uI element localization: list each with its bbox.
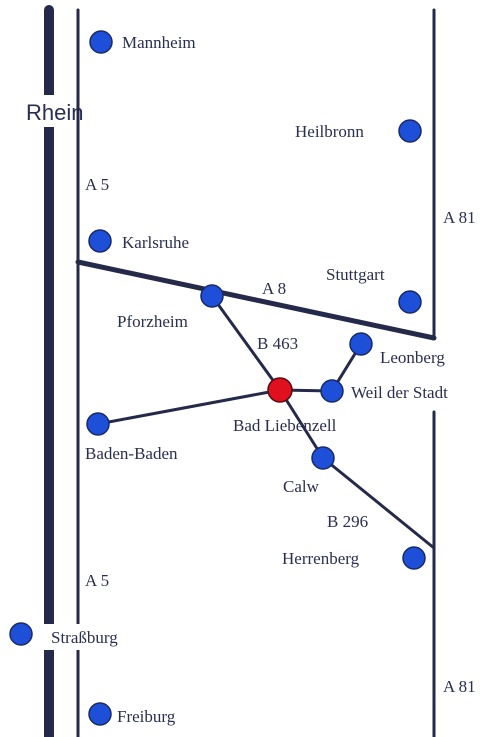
leonberg-marker [349, 332, 373, 356]
strassburg-label-bg [44, 624, 146, 650]
b463-road [210, 294, 282, 392]
weil-der-stadt-label: Weil der Stadt [351, 383, 448, 402]
bad-liebenzell-label: Bad Liebenzell [233, 416, 337, 435]
a5-south-label: A 5 [85, 571, 109, 590]
herrenberg-marker [402, 546, 426, 570]
strassburg-label: Straßburg [51, 628, 118, 647]
a8-road [75, 259, 437, 341]
heilbronn-label: Heilbronn [295, 122, 364, 141]
pforzheim-marker [200, 284, 224, 308]
calw-marker [311, 446, 335, 470]
stuttgart-marker [398, 290, 422, 314]
baden-baden-road [96, 388, 282, 426]
karlsruhe-marker [88, 229, 112, 253]
bad-liebenzell-marker [267, 377, 293, 403]
leonberg-label: Leonberg [380, 348, 445, 367]
river-label-bg [22, 95, 78, 127]
herrenberg-label: Herrenberg [282, 549, 360, 568]
baden-baden-label: Baden-Baden [85, 444, 178, 463]
karlsruhe-label: Karlsruhe [122, 233, 189, 252]
b296-road [321, 456, 436, 550]
baden-baden-marker [86, 412, 110, 436]
a81-north-label: A 81 [443, 208, 476, 227]
calw-label: Calw [283, 477, 320, 496]
freiburg-marker [88, 702, 112, 726]
strassburg-marker [9, 622, 33, 646]
stuttgart-label: Stuttgart [326, 265, 385, 284]
b463-label: B 463 [257, 334, 298, 353]
weil-der-stadt-marker [320, 379, 344, 403]
calw-road [278, 388, 325, 460]
mannheim-label: Mannheim [122, 33, 196, 52]
mannheim-marker [89, 30, 113, 54]
a81-south-label: A 81 [443, 677, 476, 696]
heilbronn-marker [398, 119, 422, 143]
b296-label: B 296 [327, 512, 368, 531]
pforzheim-label: Pforzheim [117, 312, 188, 331]
river-label: Rhein [26, 100, 83, 125]
a5-north-label: A 5 [85, 175, 109, 194]
freiburg-label: Freiburg [117, 707, 176, 726]
a8-label: A 8 [262, 279, 286, 298]
